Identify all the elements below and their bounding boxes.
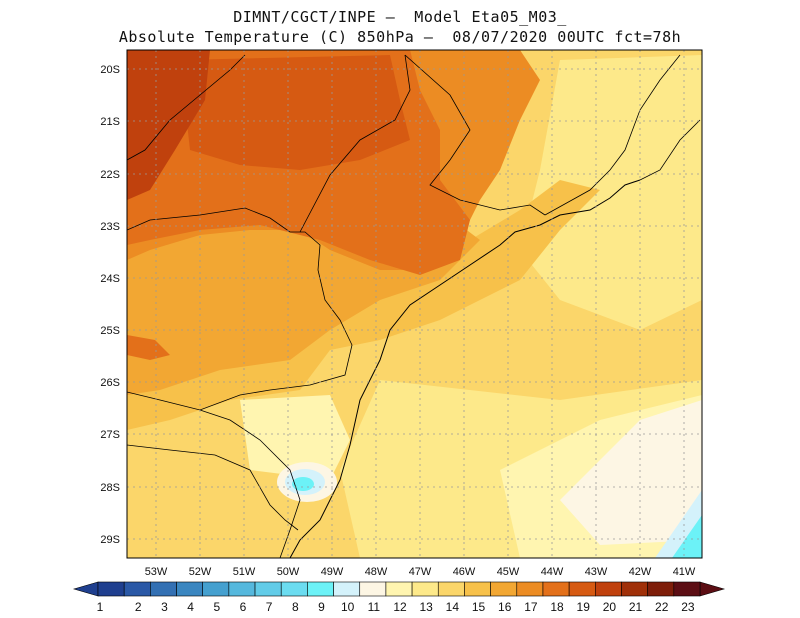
colorbar-arrow-right (699, 581, 726, 597)
colorbar-label: 16 (498, 600, 512, 614)
colorbar-label: 10 (341, 600, 355, 614)
field-pocket-18 (127, 335, 170, 360)
lat-label: 23S (100, 221, 120, 233)
colorbar-label: 15 (472, 600, 486, 614)
state-border-es (639, 119, 701, 181)
colorbar-swatch (411, 581, 439, 597)
lat-label: 26S (100, 377, 120, 389)
colorbar-swatch (568, 581, 596, 597)
colorbar-swatch (228, 581, 256, 597)
colorbar-label: 21 (629, 600, 643, 614)
lat-label: 22S (100, 169, 120, 181)
colorbar-swatch (490, 581, 518, 597)
state-border-sp-mg (404, 54, 546, 216)
field-band-11 (560, 400, 702, 545)
colorbar-label: 3 (161, 600, 168, 614)
colorbar-swatch (254, 581, 282, 597)
colorbar-label: 19 (577, 600, 591, 614)
lat-label: 27S (100, 429, 120, 441)
cold-corner-core (672, 515, 702, 558)
colorbar-swatch (516, 581, 544, 597)
lon-label: 46W (453, 566, 476, 578)
colorbar-swatch (176, 581, 203, 597)
colorbar-swatch (647, 581, 675, 597)
grid-lines (127, 50, 702, 558)
field-band-20 (127, 50, 210, 200)
lon-label: 51W (233, 566, 256, 578)
colorbar-label: 18 (550, 600, 564, 614)
colorbar-label: 14 (446, 600, 460, 614)
lon-label: 49W (321, 566, 344, 578)
colorbar-label: 20 (603, 600, 617, 614)
lat-label: 25S (100, 325, 120, 337)
colorbar-label: 22 (655, 600, 669, 614)
field-band-19 (180, 55, 410, 170)
state-border-ms (127, 54, 246, 161)
colorbar-label: 7 (266, 600, 273, 614)
lat-label: 24S (100, 273, 120, 285)
lon-label: 47W (409, 566, 432, 578)
colorbar-swatch (307, 581, 334, 597)
colorbar-label: 2 (135, 600, 142, 614)
lon-label: 53W (145, 566, 168, 578)
lat-label: 28S (100, 482, 120, 494)
colorbar-swatch (673, 581, 701, 597)
lat-label: 20S (100, 64, 120, 76)
colorbar-label: 8 (292, 600, 299, 614)
field-band-12a (240, 395, 350, 480)
colorbar-label: 1 (97, 600, 104, 614)
map-title-line-2: Absolute Temperature (C) 850hPa – 08/07/… (118, 28, 682, 46)
lon-label: 52W (189, 566, 212, 578)
colorbar-label: 13 (419, 600, 433, 614)
colorbar-swatch (385, 581, 413, 597)
colorbar-swatch (595, 581, 622, 597)
colorbar-arrow-left (72, 581, 99, 597)
colorbar-swatch (437, 581, 465, 597)
latitude-labels: 20S 21S 22S 23S 24S 25S 26S 27S 28S 29S (100, 64, 120, 546)
colorbar-label: 5 (213, 600, 220, 614)
colorbar-label: 12 (393, 600, 407, 614)
state-border-pr (127, 207, 353, 411)
lon-label: 48W (365, 566, 388, 578)
longitude-labels: 53W 52W 51W 50W 49W 48W 47W 46W 45W 44W … (145, 566, 696, 578)
colorbar-swatch (333, 581, 361, 597)
colorbar-swatch (280, 581, 308, 597)
colorbar-label: 6 (240, 600, 247, 614)
lon-label: 45W (497, 566, 520, 578)
colorbar-swatch (202, 581, 230, 597)
colorbar-swatch (359, 581, 387, 597)
map-title-line-1: DIMNT/CGCT/INPE – Model Eta05_M03_ (233, 8, 567, 26)
colorbar-swatch (464, 581, 491, 597)
lon-label: 50W (277, 566, 300, 578)
lon-label: 41W (673, 566, 696, 578)
cold-spot-core (292, 477, 314, 491)
colorbar-swatch (621, 581, 648, 597)
state-border-sc-rs (199, 409, 301, 558)
lat-label: 21S (100, 116, 120, 128)
lon-label: 42W (629, 566, 652, 578)
colorbar-label: 23 (681, 600, 695, 614)
colorbar: 1 2 3 4 5 6 7 8 9 10 11 12 13 14 15 16 17 18 19 20 21 22 23 (72, 581, 726, 614)
colorbar-swatch (542, 581, 570, 597)
colorbar-swatch (123, 581, 151, 597)
colorbar-swatch (97, 581, 125, 597)
field-band-13 (520, 55, 702, 330)
lat-label: 29S (100, 534, 120, 546)
colorbar-swatch (150, 581, 177, 597)
state-border-rs (127, 444, 299, 531)
temperature-field (127, 50, 702, 558)
state-border-sp-ms (299, 54, 411, 233)
coastline (289, 179, 641, 558)
colorbar-label: 4 (187, 600, 194, 614)
colorbar-label: 17 (524, 600, 538, 614)
map-frame (126, 49, 703, 559)
lon-label: 43W (585, 566, 608, 578)
lon-label: 44W (541, 566, 564, 578)
state-border-mg-rj (544, 54, 681, 216)
colorbar-label: 11 (368, 600, 381, 614)
colorbar-label: 9 (318, 600, 325, 614)
